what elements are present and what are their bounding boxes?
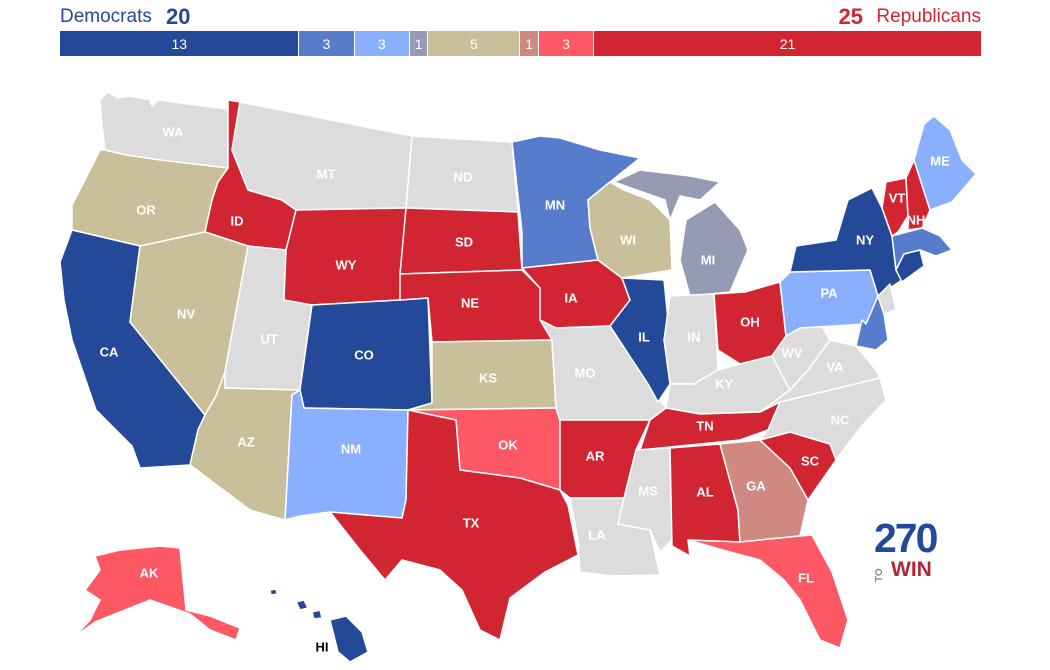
ratings-balance-bar: 13 3 3 1 5 1 3 21 (60, 31, 981, 56)
state-wi[interactable] (587, 181, 673, 279)
logo-to-text: TO (874, 568, 885, 582)
state-tx[interactable] (329, 409, 579, 641)
state-label-co: CO (354, 347, 374, 362)
bar-segment: 5 (428, 31, 521, 56)
state-label-wy: WY (336, 257, 357, 272)
state-label-ms: MS (638, 483, 658, 498)
bar-segment: 1 (409, 31, 429, 56)
logo-number: 270 (874, 515, 938, 561)
state-label-hi: HI (316, 639, 329, 654)
state-label-vt: VT (889, 190, 906, 205)
state-nc[interactable] (759, 377, 887, 461)
state-label-ne: NE (461, 295, 479, 310)
state-me[interactable] (913, 115, 977, 211)
state-mi[interactable] (613, 169, 749, 297)
state-label-nd: ND (454, 169, 473, 184)
state-label-pa: PA (820, 285, 838, 300)
state-label-in: IN (688, 329, 701, 344)
state-label-nm: NM (341, 441, 361, 456)
state-label-tx: TX (463, 515, 480, 530)
state-hi[interactable] (269, 588, 369, 663)
state-label-mn: MN (545, 197, 565, 212)
bar-segment: 3 (299, 31, 355, 56)
state-label-nc: NC (831, 412, 850, 427)
state-label-al: AL (696, 484, 713, 499)
state-label-ga: GA (746, 478, 766, 493)
party-totals-header: Democrats 20 25 Republicans (60, 4, 981, 30)
state-label-wv: WV (782, 345, 803, 360)
state-label-ny: NY (856, 232, 874, 247)
republicans-count: 25 (838, 4, 863, 29)
state-label-nv: NV (177, 306, 195, 321)
state-label-ar: AR (586, 448, 605, 463)
state-label-ks: KS (479, 370, 497, 385)
state-label-oh: OH (740, 314, 760, 329)
state-label-wa: WA (163, 124, 185, 139)
state-label-sc: SC (801, 453, 820, 468)
state-ak[interactable] (63, 545, 241, 649)
state-label-mo: MO (575, 365, 596, 380)
state-label-me: ME (930, 153, 950, 168)
bar-segment: 3 (538, 31, 595, 56)
logo-win-text: WIN (891, 558, 932, 581)
state-mt[interactable] (231, 101, 413, 211)
state-label-tn: TN (696, 418, 713, 433)
state-label-la: LA (588, 527, 606, 542)
bar-segment: 21 (594, 31, 981, 56)
bar-segment: 3 (354, 31, 410, 56)
bar-segment: 13 (60, 31, 300, 56)
state-label-fl: FL (798, 570, 814, 585)
state-label-ky: KY (715, 376, 733, 391)
state-label-ut: UT (260, 331, 277, 346)
state-label-nh: NH (907, 212, 926, 227)
bar-segment: 1 (520, 31, 539, 56)
state-label-sd: SD (455, 234, 473, 249)
republicans-label: Republicans (876, 6, 981, 27)
state-label-il: IL (638, 329, 650, 344)
state-label-va: VA (826, 359, 844, 374)
state-label-ia: IA (565, 290, 579, 305)
state-label-ca: CA (100, 344, 119, 359)
state-label-ok: OK (498, 437, 518, 452)
state-label-mi: MI (701, 252, 715, 267)
state-label-ak: AK (140, 565, 159, 580)
state-fl[interactable] (687, 534, 849, 649)
270towin-logo: 270 TO WIN (874, 518, 944, 584)
democrats-count: 20 (166, 4, 191, 29)
state-label-or: OR (136, 202, 156, 217)
state-label-mt: MT (317, 166, 336, 181)
state-label-az: AZ (237, 434, 254, 449)
state-label-id: ID (231, 213, 244, 228)
state-il[interactable] (609, 277, 671, 403)
state-label-wi: WI (620, 232, 636, 247)
democrats-label: Democrats (60, 6, 152, 27)
